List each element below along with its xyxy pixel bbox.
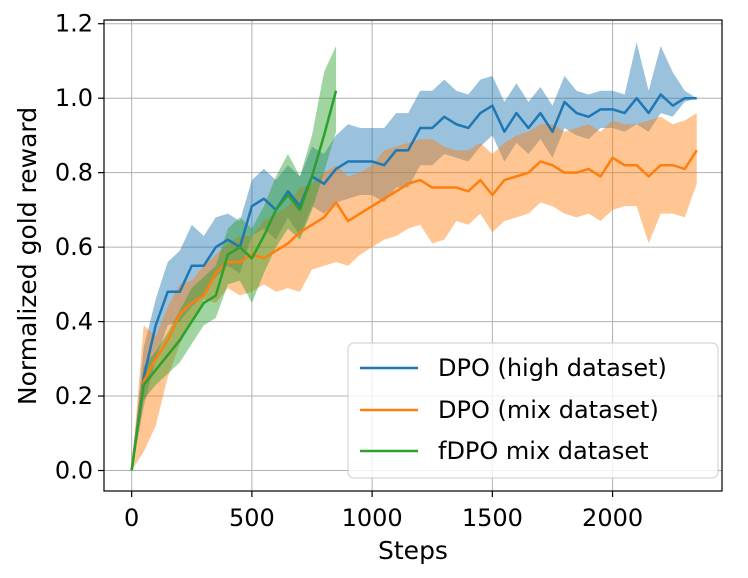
y-tick-label: 0.8 [55,159,93,187]
x-tick-label: 0 [124,504,139,532]
series-line-dpo-high-dataset [130,93,697,471]
y-tick-label: 0.6 [55,233,93,261]
y-tick-label: 0.2 [55,382,93,410]
legend-label-dpo-mix: DPO (mix dataset) [438,396,659,424]
x-tick-label: 1000 [342,504,403,532]
y-tick-label: 1.0 [55,84,93,112]
legend: DPO (high dataset) DPO (mix dataset) fDP… [347,342,719,479]
x-tick-label: 2000 [582,504,643,532]
x-axis-title: Steps [378,536,448,565]
y-tick-label: 0.4 [55,308,93,336]
y-axis-title: Normalized gold reward [13,107,42,405]
x-tick-label: 500 [229,504,275,532]
legend-box [347,342,719,479]
confidence-bands [131,42,697,471]
axis-ticks: 0 500 1000 1500 2000 0.0 0.2 0.4 0.6 0.8 1.0 1.2 [55,10,643,532]
plot-frame [103,19,723,492]
legend-label-dpo-high: DPO (high dataset) [438,354,667,382]
legend-label-fdpo-mix: fDPO mix dataset [438,437,649,465]
band-dpo-mix-dataset [131,113,697,471]
y-tick-label: 1.2 [55,10,93,38]
series-lines [130,90,698,471]
band-dpo-high-dataset [131,42,697,471]
series-line-fdpo-mix-dataset [130,90,338,471]
y-tick-label: 0.0 [55,457,93,485]
x-tick-label: 1500 [462,504,523,532]
band-fdpo-mix-dataset [131,46,337,471]
